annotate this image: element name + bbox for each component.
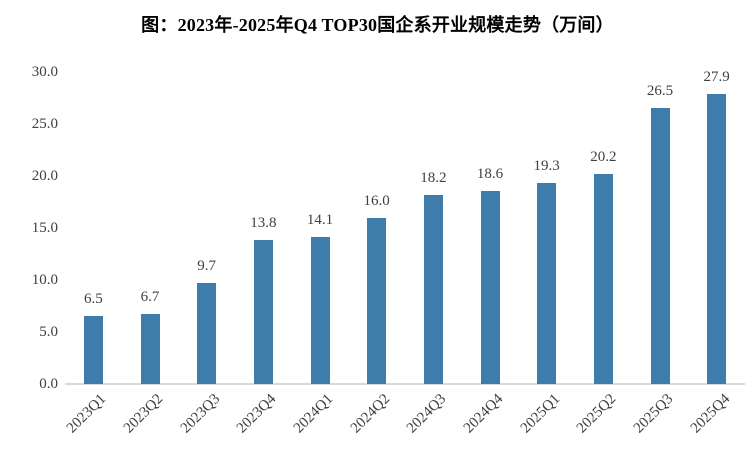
bar-value-label: 6.5 [83,291,103,308]
x-axis-tick-label: 2024Q1 [290,391,337,437]
bar-value-label: 16.0 [363,192,390,209]
x-axis-tick-label: 2023Q1 [64,391,110,437]
bar-value-label: 27.9 [703,68,730,85]
bar-value-label: 13.8 [250,215,277,232]
x-axis-tick-label: 2024Q3 [404,391,450,437]
bar-value-label: 18.6 [476,165,504,182]
x-axis-line [65,383,745,385]
bar-value-label: 18.2 [420,169,447,186]
bar [537,183,557,384]
bar [707,93,727,384]
bar [367,217,387,384]
x-axis-tick-label: 2024Q4 [460,391,507,437]
y-axis-tick-label: 10.0 [31,272,58,288]
x-axis-tick-label: 2025Q2 [574,391,620,437]
bar [650,108,670,384]
x-axis-tick-label: 2025Q1 [517,391,563,437]
x-axis-tick-label: 2025Q3 [630,391,677,437]
bar-value-label: 19.3 [533,158,560,175]
y-axis-tick-label: 20.0 [31,168,58,184]
bar-value-label: 26.5 [646,83,674,100]
x-axis-tick-label: 2024Q2 [347,391,393,437]
x-axis-tick-label: 2023Q3 [177,391,223,437]
y-axis-tick-label: 5.0 [39,324,58,340]
chart-title: 图：2023年-2025年Q4 TOP30国企系开业规模走势（万间） [141,15,614,35]
bar [83,316,103,384]
x-axis-tick-label: 2023Q2 [120,391,167,437]
bar [253,240,273,384]
bar-value-label: 6.7 [140,289,160,306]
bar [197,283,217,384]
y-axis-tick-label: 30.0 [31,64,58,80]
bar-value-label: 14.1 [306,212,334,229]
y-axis-tick-label: 15.0 [31,220,58,236]
bar-value-label: 20.2 [590,148,617,165]
bar [140,314,160,384]
x-axis-tick-label: 2025Q4 [687,391,733,437]
bar [423,194,443,384]
bar [593,173,613,384]
bar [480,190,500,384]
y-axis-tick-label: 25.0 [31,116,58,132]
bar-value-label: 9.7 [197,258,217,275]
bar [310,237,330,384]
x-axis-tick-label: 2023Q4 [234,391,280,437]
y-axis-tick-label: 0.0 [39,376,58,392]
